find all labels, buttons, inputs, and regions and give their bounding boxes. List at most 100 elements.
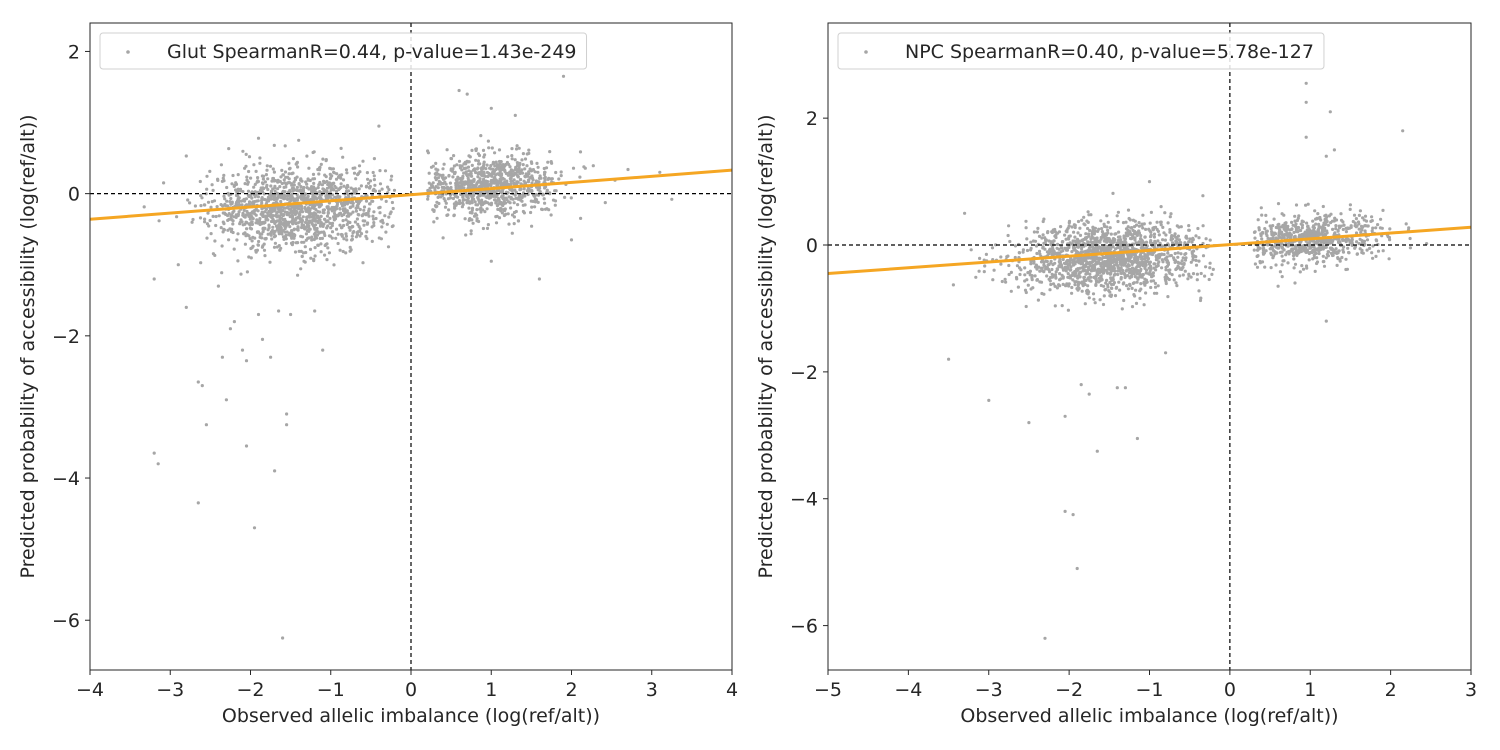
data-point xyxy=(508,173,512,177)
data-point xyxy=(370,199,374,203)
data-point xyxy=(326,224,330,228)
data-point xyxy=(351,204,355,208)
data-point xyxy=(1176,260,1180,264)
data-point xyxy=(1282,224,1286,228)
data-point xyxy=(478,172,482,176)
data-point xyxy=(1055,267,1060,272)
data-point xyxy=(347,189,351,193)
data-point xyxy=(1030,274,1034,278)
data-point xyxy=(317,217,321,222)
data-point xyxy=(963,211,967,215)
data-point xyxy=(1299,228,1303,233)
data-point xyxy=(361,159,365,163)
data-point xyxy=(249,176,253,180)
data-point xyxy=(481,172,486,176)
data-point xyxy=(318,224,323,228)
data-point xyxy=(1047,252,1051,256)
data-point xyxy=(1082,215,1086,219)
data-point xyxy=(210,183,214,187)
data-point xyxy=(1071,259,1075,263)
data-point xyxy=(280,181,284,186)
data-point xyxy=(1080,289,1084,293)
data-point xyxy=(441,181,445,186)
data-point xyxy=(499,201,503,205)
data-point xyxy=(514,196,518,200)
data-point xyxy=(258,161,262,165)
data-point xyxy=(543,186,547,190)
data-point xyxy=(1144,240,1149,244)
data-point xyxy=(283,144,287,148)
data-point xyxy=(1169,253,1173,258)
data-point xyxy=(362,205,367,209)
data-point xyxy=(447,187,451,191)
data-point xyxy=(1318,246,1322,250)
data-point xyxy=(1317,249,1321,253)
data-point xyxy=(386,245,391,249)
data-point xyxy=(1157,233,1161,237)
data-point xyxy=(1321,254,1325,258)
data-point xyxy=(473,200,477,204)
data-point xyxy=(1133,257,1137,261)
data-point xyxy=(1140,257,1144,261)
data-point xyxy=(321,348,325,352)
data-point xyxy=(304,180,308,184)
data-point xyxy=(1380,226,1384,230)
data-point xyxy=(1296,216,1300,220)
data-point xyxy=(1300,233,1304,237)
data-point xyxy=(452,213,456,217)
data-point xyxy=(492,191,496,195)
data-point xyxy=(286,194,290,198)
data-point xyxy=(291,211,295,215)
data-point xyxy=(464,191,468,195)
data-point xyxy=(1347,250,1351,255)
data-point xyxy=(300,189,304,194)
data-point xyxy=(977,269,981,273)
x-tick-label: 3 xyxy=(646,679,658,701)
data-point xyxy=(1174,239,1178,243)
data-point xyxy=(311,177,315,181)
data-point xyxy=(236,232,240,236)
data-point xyxy=(1050,267,1054,272)
data-point xyxy=(238,187,243,191)
data-point xyxy=(1330,253,1335,258)
data-point xyxy=(1277,246,1281,250)
data-point xyxy=(223,203,227,208)
data-point xyxy=(519,187,523,191)
data-point xyxy=(1067,284,1071,288)
data-point xyxy=(260,196,264,200)
data-point xyxy=(1179,252,1183,256)
data-point xyxy=(1159,205,1163,209)
data-point xyxy=(523,167,527,171)
data-point xyxy=(477,219,481,224)
data-point xyxy=(1133,275,1137,279)
data-point xyxy=(285,213,289,217)
data-point xyxy=(1165,264,1169,268)
data-point xyxy=(245,209,249,214)
data-point xyxy=(1298,270,1302,274)
data-point xyxy=(236,214,240,218)
data-point xyxy=(474,170,478,175)
data-point xyxy=(591,164,595,168)
data-point xyxy=(260,181,265,185)
data-point xyxy=(1292,257,1296,261)
data-point xyxy=(342,184,346,188)
data-point xyxy=(1091,292,1096,296)
data-point xyxy=(1280,254,1284,258)
data-point xyxy=(1048,288,1052,292)
y-tick-label: −6 xyxy=(52,610,80,632)
data-point xyxy=(1015,264,1020,268)
data-point xyxy=(514,147,519,151)
data-point xyxy=(444,201,448,205)
data-point xyxy=(268,206,273,211)
data-point xyxy=(313,196,317,200)
data-point xyxy=(1104,287,1108,292)
data-point xyxy=(267,196,271,200)
data-point xyxy=(284,219,288,224)
x-tick-label: 3 xyxy=(1465,679,1477,701)
data-point xyxy=(1280,275,1284,279)
data-point xyxy=(272,179,276,183)
data-point xyxy=(1204,265,1208,269)
data-point xyxy=(1103,260,1107,264)
data-point xyxy=(1132,225,1137,229)
data-point xyxy=(523,157,528,161)
